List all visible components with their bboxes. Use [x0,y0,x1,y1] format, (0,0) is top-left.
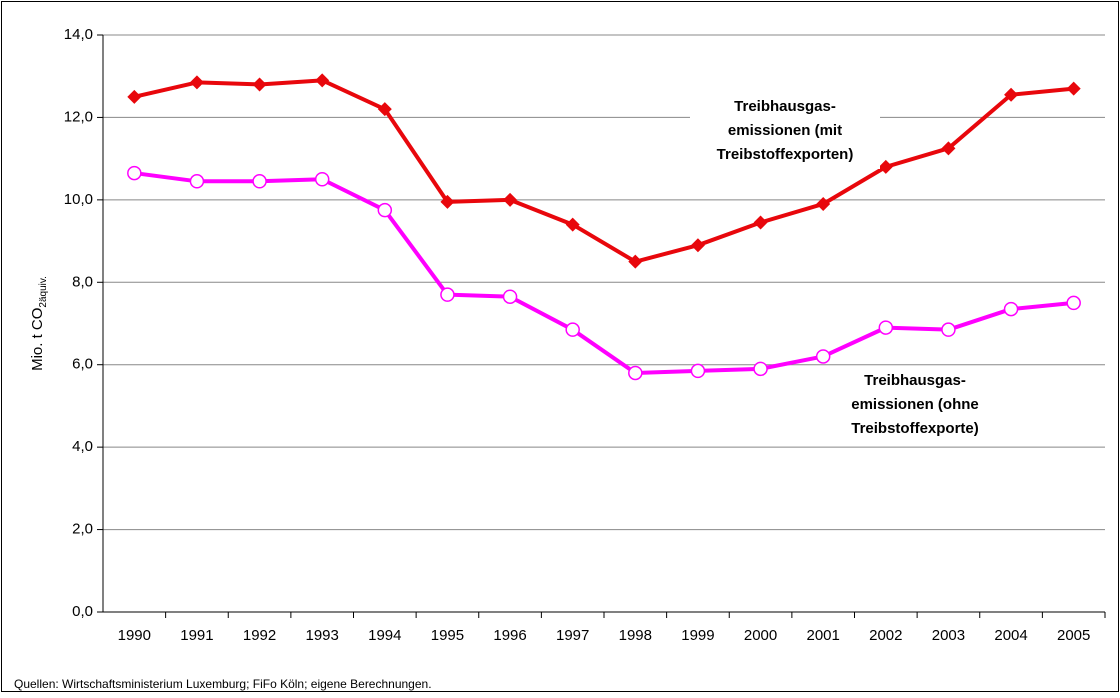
y-tick-label: 14,0 [64,26,93,43]
marker [127,89,142,104]
x-tick-label: 2003 [932,627,965,644]
x-tick-label: 1994 [368,627,401,644]
x-tick-label: 1991 [180,627,213,644]
marker [314,172,330,187]
x-tick-label: 2002 [869,627,902,644]
y-axis-label-sub: 2äquiv. [38,276,49,308]
x-tick-label: 1997 [556,627,589,644]
marker [315,73,330,88]
marker [127,165,142,181]
source: Quellen: Wirtschaftsministerium Luxembur… [14,677,432,691]
marker [440,287,455,302]
x-tick-label: 1999 [681,627,714,644]
series-label: emissionen (ohne [851,396,979,413]
x-tick-label: 2005 [1057,627,1090,644]
marker [1004,87,1019,102]
marker [690,363,706,379]
marker [690,238,705,253]
marker [1066,81,1081,96]
x-tick-label: 1990 [118,627,151,644]
y-tick-label: 6,0 [72,356,93,373]
series-line [134,171,1074,375]
marker [440,194,455,209]
marker [941,322,956,337]
y-tick-label: 0,0 [72,603,93,620]
series-label: Treibstoffexporten) [717,146,854,163]
marker [878,320,894,335]
marker [189,174,205,189]
x-tick-label: 1993 [306,627,339,644]
y-tick-label: 12,0 [64,108,93,125]
marker [377,202,393,218]
y-axis-label: Mio. t CO2äquiv. [29,276,49,371]
marker [941,141,956,156]
series-label: Treibstoffexporte) [851,420,979,437]
series-line [133,78,1074,264]
marker [815,349,831,364]
label-bg [690,93,880,169]
marker [753,361,768,377]
x-tick-label: 2000 [744,627,777,644]
marker [628,254,643,269]
series-label: Treibhausgas- [734,98,836,115]
x-tick-label: 1995 [431,627,464,644]
marker [1066,295,1081,311]
y-tick-label: 8,0 [72,273,93,290]
y-tick-label: 10,0 [64,191,93,208]
marker [628,365,643,381]
y-tick-label: 2,0 [72,521,93,538]
y-tick-label: 4,0 [72,438,93,455]
series-label: Treibhausgas- [864,372,966,389]
marker [502,289,518,304]
x-tick-label: 1992 [243,627,276,644]
marker [565,322,580,337]
marker [565,217,580,232]
series-label: emissionen (mit [728,122,842,139]
x-tick-label: 1998 [619,627,652,644]
marker [377,102,392,117]
x-tick-label: 2001 [807,627,840,644]
marker [503,192,518,207]
marker [252,77,267,92]
marker [878,159,893,174]
y-axis-label-main: Mio. t CO [29,308,46,371]
x-tick-label: 2004 [994,627,1027,644]
marker [753,215,768,230]
marker [1003,301,1019,317]
marker [816,196,831,211]
marker [252,174,267,189]
x-tick-label: 1996 [493,627,526,644]
marker [189,75,204,90]
